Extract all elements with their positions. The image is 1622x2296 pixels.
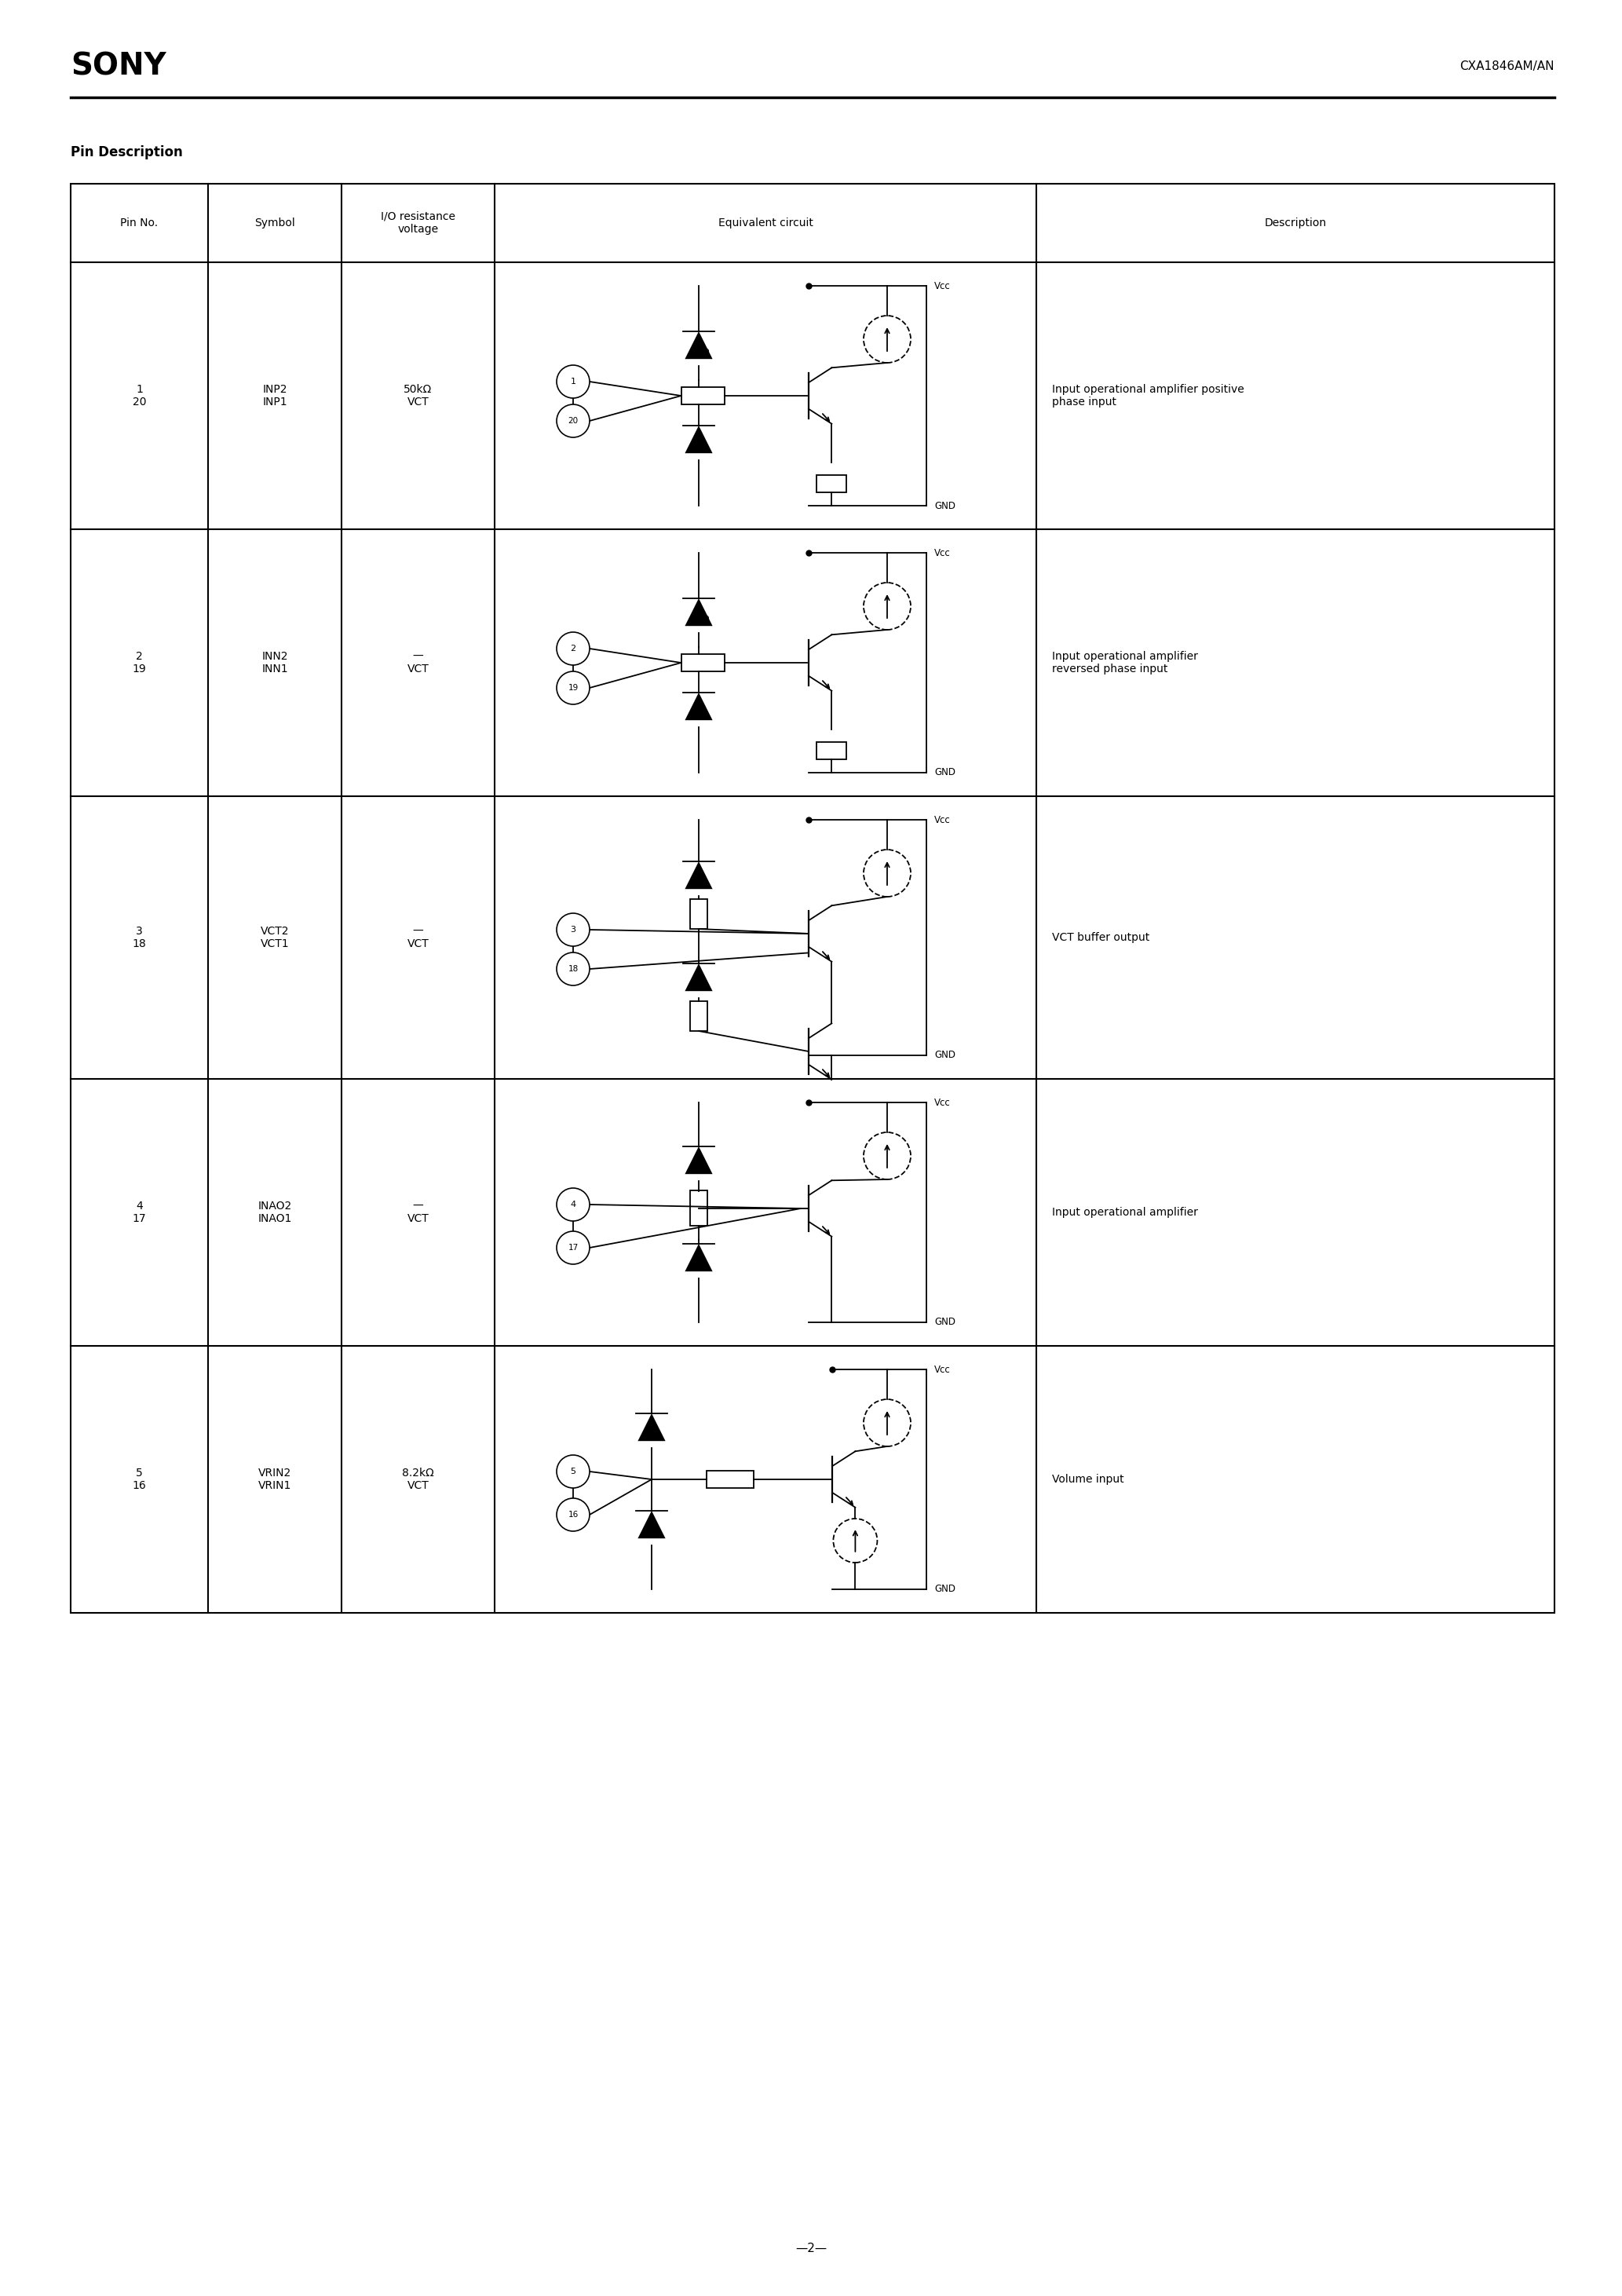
Text: 129: 129 bbox=[694, 349, 710, 356]
Text: CXA1846AM/AN: CXA1846AM/AN bbox=[1460, 60, 1554, 71]
Text: 4: 4 bbox=[571, 1201, 576, 1208]
Text: 16: 16 bbox=[568, 1511, 579, 1518]
Text: GND: GND bbox=[934, 1318, 955, 1327]
Text: 129: 129 bbox=[694, 615, 710, 625]
Text: 2
19: 2 19 bbox=[133, 650, 146, 675]
Circle shape bbox=[556, 670, 590, 705]
Circle shape bbox=[556, 1456, 590, 1488]
Text: VCT2
VCT1: VCT2 VCT1 bbox=[261, 925, 289, 951]
Bar bbox=[707, 1472, 754, 1488]
Bar bbox=[689, 1001, 707, 1031]
Circle shape bbox=[556, 1187, 590, 1221]
Text: 2: 2 bbox=[571, 645, 576, 652]
Text: Description: Description bbox=[1264, 218, 1327, 230]
Text: —
VCT: — VCT bbox=[407, 925, 428, 951]
Text: Vcc: Vcc bbox=[934, 1097, 950, 1107]
Polygon shape bbox=[637, 1511, 665, 1538]
Text: SONY: SONY bbox=[71, 51, 165, 80]
Text: GND: GND bbox=[934, 1049, 955, 1061]
Circle shape bbox=[556, 1231, 590, 1265]
Text: 3: 3 bbox=[571, 925, 576, 934]
Text: 5
16: 5 16 bbox=[133, 1467, 146, 1490]
Circle shape bbox=[556, 631, 590, 666]
Text: Vcc: Vcc bbox=[934, 549, 950, 558]
Bar bbox=[689, 900, 707, 930]
Bar bbox=[817, 742, 847, 760]
Text: Vcc: Vcc bbox=[934, 280, 950, 292]
Text: —
VCT: — VCT bbox=[407, 650, 428, 675]
Polygon shape bbox=[684, 331, 712, 358]
Text: Vcc: Vcc bbox=[934, 1364, 950, 1375]
Polygon shape bbox=[684, 1244, 712, 1272]
Text: GND: GND bbox=[934, 501, 955, 510]
Circle shape bbox=[556, 404, 590, 436]
Text: Input operational amplifier
reversed phase input: Input operational amplifier reversed pha… bbox=[1053, 650, 1199, 675]
Polygon shape bbox=[684, 425, 712, 452]
Bar bbox=[817, 475, 847, 491]
Bar bbox=[681, 388, 725, 404]
Text: 1: 1 bbox=[571, 379, 576, 386]
Bar bbox=[71, 184, 1554, 1612]
Text: Equivalent circuit: Equivalent circuit bbox=[719, 218, 813, 230]
Text: INAO2
INAO1: INAO2 INAO1 bbox=[258, 1201, 292, 1224]
Bar bbox=[689, 1192, 707, 1226]
Text: —2—: —2— bbox=[795, 2243, 827, 2255]
Text: VRIN2
VRIN1: VRIN2 VRIN1 bbox=[258, 1467, 292, 1490]
Polygon shape bbox=[637, 1414, 665, 1442]
Text: 50kΩ
VCT: 50kΩ VCT bbox=[404, 383, 433, 409]
Text: GND: GND bbox=[934, 767, 955, 778]
Polygon shape bbox=[684, 693, 712, 721]
Text: 1
20: 1 20 bbox=[133, 383, 146, 409]
Polygon shape bbox=[684, 861, 712, 889]
Polygon shape bbox=[684, 599, 712, 627]
Text: 8.2kΩ
VCT: 8.2kΩ VCT bbox=[402, 1467, 435, 1490]
Text: Symbol: Symbol bbox=[255, 218, 295, 230]
Text: Input operational amplifier positive
phase input: Input operational amplifier positive pha… bbox=[1053, 383, 1244, 409]
Circle shape bbox=[556, 914, 590, 946]
Text: INN2
INN1: INN2 INN1 bbox=[261, 650, 289, 675]
Polygon shape bbox=[684, 964, 712, 992]
Text: Pin Description: Pin Description bbox=[71, 145, 183, 158]
Text: 20: 20 bbox=[568, 418, 579, 425]
Text: Input operational amplifier: Input operational amplifier bbox=[1053, 1208, 1199, 1217]
Text: GND: GND bbox=[934, 1584, 955, 1593]
Text: 18: 18 bbox=[568, 964, 579, 974]
Text: I/O resistance
voltage: I/O resistance voltage bbox=[381, 211, 456, 234]
Text: —
VCT: — VCT bbox=[407, 1201, 428, 1224]
Text: 19: 19 bbox=[568, 684, 579, 691]
Text: 17: 17 bbox=[568, 1244, 579, 1251]
Text: Vcc: Vcc bbox=[934, 815, 950, 824]
Circle shape bbox=[556, 365, 590, 397]
Circle shape bbox=[556, 953, 590, 985]
Text: 3
18: 3 18 bbox=[133, 925, 146, 951]
Polygon shape bbox=[684, 1146, 712, 1173]
Text: Pin No.: Pin No. bbox=[120, 218, 159, 230]
Text: INP2
INP1: INP2 INP1 bbox=[263, 383, 287, 409]
Text: 5: 5 bbox=[571, 1467, 576, 1476]
Text: Volume input: Volume input bbox=[1053, 1474, 1124, 1486]
Text: 4
17: 4 17 bbox=[133, 1201, 146, 1224]
Bar bbox=[681, 654, 725, 670]
Circle shape bbox=[556, 1499, 590, 1531]
Text: VCT buffer output: VCT buffer output bbox=[1053, 932, 1150, 944]
